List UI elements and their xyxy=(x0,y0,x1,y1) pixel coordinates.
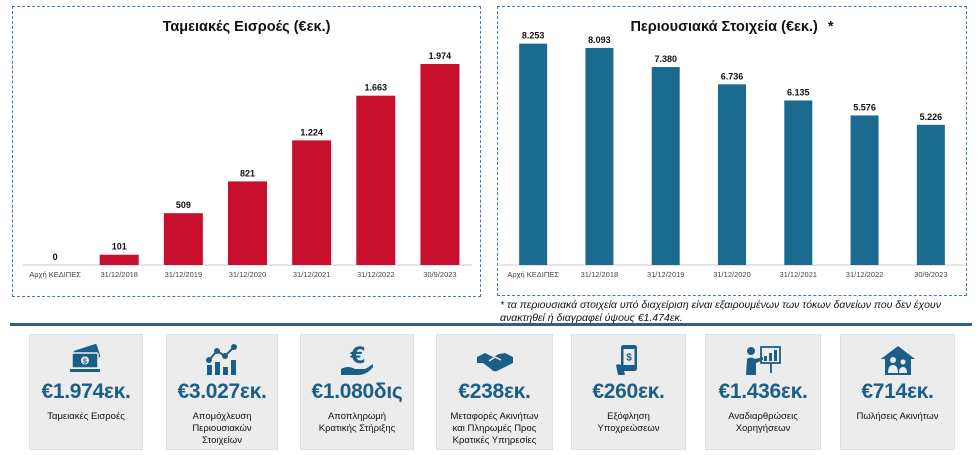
svg-text:€: € xyxy=(349,344,365,369)
x-tick-label: 31/12/2021 xyxy=(780,270,818,279)
stat-label: Ταμειακές Εισροές xyxy=(47,411,125,422)
stat-value: €1.080δις xyxy=(311,380,403,403)
stat-value: €260εκ. xyxy=(592,380,665,403)
x-tick-label: 31/12/2022 xyxy=(357,270,395,279)
stat-card: €714εκ. Πωλήσεις Ακινήτων xyxy=(840,334,955,450)
stat-label: Αποπληρωμή Κρατικής Στήριξης xyxy=(318,411,396,434)
bar xyxy=(163,213,203,265)
stat-card: €3.027εκ. Απομόχλευση Περιουσιακών Στοιχε… xyxy=(166,334,278,450)
data-label: 5.576 xyxy=(853,102,876,112)
assets-chart-title-row: Περιουσιακά Στοιχεία (€εκ.) * xyxy=(498,19,966,35)
house-family-icon xyxy=(841,341,954,379)
money-stack-icon: $ xyxy=(30,341,142,379)
stat-label: Απομόχλευση Περιουσιακών Στοιχείων xyxy=(192,411,252,446)
data-label: 7.380 xyxy=(654,54,677,64)
network-chart-icon xyxy=(167,341,277,379)
stat-label: Μεταφορές Ακινήτων και Πληρωμές Προς Κρα… xyxy=(450,411,539,446)
stat-label: Αναδιαρθρώσεις Χορηγήσεων xyxy=(728,411,798,434)
assets-chart: 8.253 Αρχή ΚΕΔΙΠΕΣ 8.093 31/12/2018 7.380 31/… xyxy=(500,31,964,279)
bar xyxy=(585,47,614,265)
bar xyxy=(228,181,267,265)
bar xyxy=(651,67,680,265)
x-tick-label: 31/12/2018 xyxy=(581,270,619,279)
stat-label: Πωλήσεις Ακινήτων xyxy=(856,411,939,422)
data-label: 5.226 xyxy=(920,112,943,122)
data-label: 1.663 xyxy=(365,83,388,93)
cash-inflows-chart-panel: Ταμειακές Εισροές (€εκ.) 0 Αρχή ΚΕΔΙΠΕΣ 10… xyxy=(12,6,481,297)
cash-inflows-chart: 0 Αρχή ΚΕΔΙΠΕΣ 101 31/12/2018 509 31/12/2019 8… xyxy=(23,51,472,279)
data-label: 0 xyxy=(53,252,58,262)
assets-chart-title: Περιουσιακά Στοιχεία (€εκ.) xyxy=(630,19,818,35)
euro-hand-icon: € xyxy=(301,341,413,379)
bar xyxy=(292,140,332,265)
bar xyxy=(850,115,879,265)
presentation-icon xyxy=(706,341,820,379)
stat-label: Εξόφληση Υποχρεώσεων xyxy=(597,411,660,434)
bar xyxy=(916,124,945,266)
data-label: 8.253 xyxy=(522,31,545,41)
stat-value: €1.974εκ. xyxy=(41,380,131,403)
data-label: 101 xyxy=(112,242,127,252)
x-tick-label: 31/12/2020 xyxy=(229,270,267,279)
bar xyxy=(519,43,548,266)
x-tick-label: 31/12/2018 xyxy=(100,270,138,279)
stat-card: €1.436εκ. Αναδιαρθρώσεις Χορηγήσεων xyxy=(705,334,821,450)
assets-footnote: * τα περιουσιακά στοιχεία υπό διαχείριση… xyxy=(500,299,941,324)
assets-chart-title-marker: * xyxy=(827,19,834,35)
x-tick-label: 31/12/2021 xyxy=(293,270,331,279)
data-label: 1.974 xyxy=(429,51,452,61)
x-tick-label: 31/12/2019 xyxy=(165,270,203,279)
x-tick-label: 31/12/2019 xyxy=(647,270,685,279)
data-label: 6.135 xyxy=(787,87,810,97)
svg-text:$: $ xyxy=(83,359,87,366)
stat-card: € €1.080δις Αποπληρωμή Κρατικής Στήριξης xyxy=(300,334,414,450)
data-label: 509 xyxy=(176,200,191,210)
section-divider xyxy=(10,323,972,326)
x-tick-label: 31/12/2020 xyxy=(713,270,751,279)
x-tick-label: 30/9/2023 xyxy=(423,270,456,279)
bar xyxy=(99,254,139,265)
stat-value: €714εκ. xyxy=(861,380,934,403)
data-label: 821 xyxy=(240,168,255,178)
bar xyxy=(356,95,396,265)
handshake-icon xyxy=(437,341,552,379)
svg-text:$: $ xyxy=(626,353,632,364)
stat-value: €1.436εκ. xyxy=(718,380,808,403)
x-tick-label: 31/12/2022 xyxy=(846,270,884,279)
data-label: 8.093 xyxy=(588,35,611,45)
data-label: 6.736 xyxy=(721,71,744,81)
x-tick-label: Αρχή ΚΕΔΙΠΕΣ xyxy=(507,270,559,279)
phone-payment-icon: $ xyxy=(572,341,685,379)
x-tick-label: Αρχή ΚΕΔΙΠΕΣ xyxy=(29,270,81,279)
stat-card: €238εκ. Μεταφορές Ακινήτων και Πληρωμές Π… xyxy=(436,334,553,450)
stat-value: €3.027εκ. xyxy=(177,380,267,403)
stat-value: €238εκ. xyxy=(458,380,531,403)
stat-card: $ €1.974εκ. Ταμειακές Εισροές xyxy=(29,334,143,450)
x-tick-label: 30/9/2023 xyxy=(914,270,947,279)
data-label: 1.224 xyxy=(300,127,323,137)
assets-chart-panel: Περιουσιακά Στοιχεία (€εκ.) * 8.253 Αρχή … xyxy=(497,6,967,296)
bar xyxy=(718,84,746,266)
bar xyxy=(420,64,460,265)
stat-card: $ €260εκ. Εξόφληση Υποχρεώσεων xyxy=(571,334,686,450)
cash-inflows-chart-title: Ταμειακές Εισροές (€εκ.) xyxy=(162,19,331,35)
bar xyxy=(784,100,813,265)
